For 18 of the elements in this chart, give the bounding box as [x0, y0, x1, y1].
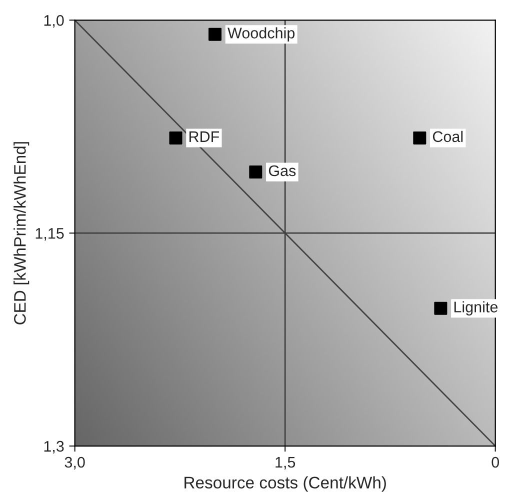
annotation: Gas — [268, 165, 296, 176]
x-tick-label: 0 — [492, 456, 500, 468]
annotation: RDF — [190, 131, 220, 142]
y-tick-label: 1,0 — [44, 15, 64, 28]
point — [169, 131, 182, 144]
annotation: Coal — [432, 130, 463, 142]
point — [434, 302, 448, 315]
point — [249, 166, 262, 179]
y-tick-label: 1,3 — [44, 440, 64, 454]
x-tick-label: 3,0 — [64, 456, 85, 470]
y-axis-title: CED [kWhPrim/kWhEnd] — [14, 142, 30, 324]
x-tick-label: 1,5 — [276, 457, 296, 470]
point — [208, 28, 222, 41]
annotation: Lignite — [454, 301, 498, 316]
x-axis-title: Resource costs (Cent/kWh) — [184, 476, 386, 492]
y-tick-label: 1,15 — [36, 228, 64, 241]
point — [413, 131, 426, 144]
annotation: Woodchip — [228, 27, 295, 42]
